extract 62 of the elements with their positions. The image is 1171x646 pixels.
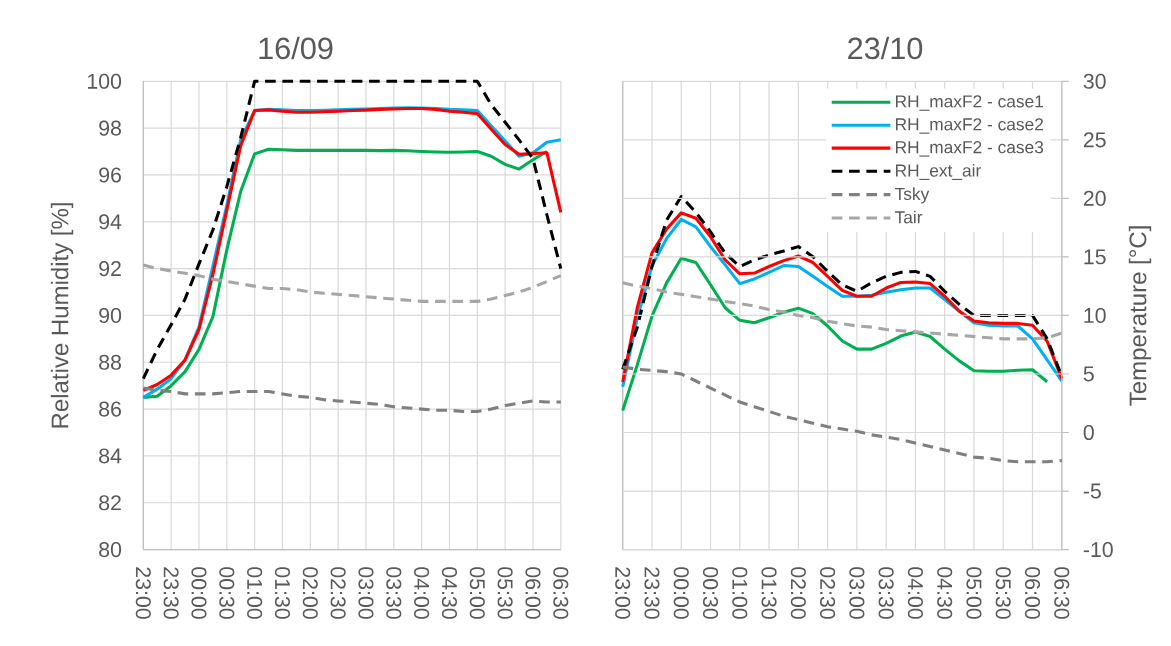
y-tick-label: 86	[99, 401, 121, 417]
y2-tick-label: 15	[1084, 249, 1106, 265]
x-tick-label: 03:30	[386, 567, 402, 619]
x-tick-label: 04:00	[414, 567, 430, 619]
x-tick-label: 01:00	[247, 567, 263, 619]
y-tick-label: 96	[99, 167, 121, 183]
chart-title: 23/10	[848, 36, 923, 60]
legend-label: RH_ext_air	[896, 163, 981, 180]
y-tick-label: 94	[99, 214, 122, 230]
x-tick-label: 23:00	[615, 567, 631, 619]
y-tick-label: 88	[99, 354, 121, 370]
y2-tick-label: 25	[1083, 132, 1106, 148]
x-tick-label: 05:00	[966, 567, 982, 619]
legend-label: RH_maxF2 - case3	[896, 141, 1044, 157]
x-tick-label: 02:30	[330, 567, 346, 619]
x-tick-label: 05:30	[995, 567, 1011, 619]
y2-tick-label: 0	[1083, 424, 1094, 441]
y2-tick-label: 20	[1083, 190, 1106, 206]
x-tick-label: 00:00	[673, 567, 689, 619]
y-tick-label: 100	[87, 73, 122, 89]
chart-title: 16/09	[259, 36, 333, 60]
y2-tick-label: 5	[1083, 366, 1094, 382]
x-tick-label: 01:00	[732, 567, 748, 619]
y-axis-title: Relative Humidity [%]	[50, 203, 74, 428]
x-tick-label: 04:30	[441, 567, 458, 619]
y-tick-label: 82	[99, 495, 121, 511]
x-tick-label: 03:30	[878, 567, 894, 619]
y-tick-label: 98	[99, 120, 121, 136]
y2-axis-title: Temperature [°C]	[1128, 226, 1152, 406]
x-tick-label: 23:30	[644, 567, 660, 619]
x-tick-label: 00:00	[191, 567, 207, 619]
x-tick-label: 03:00	[358, 567, 374, 619]
legend-label: Tsky	[894, 187, 930, 204]
legend-label: Tair	[894, 210, 923, 224]
x-tick-label: 01:30	[761, 567, 777, 619]
y2-tick-label: -10	[1083, 542, 1113, 558]
x-tick-label: 02:00	[302, 567, 318, 619]
x-tick-label: 05:30	[497, 567, 513, 619]
x-tick-label: 04:00	[907, 567, 923, 619]
x-tick-label: 06:30	[553, 567, 569, 619]
y-tick-label: 92	[99, 261, 121, 277]
y-tick-label: 90	[99, 307, 122, 323]
x-tick-label: 06:00	[525, 567, 541, 619]
x-tick-label: 05:00	[469, 567, 485, 619]
y2-tick-label: 30	[1083, 73, 1106, 89]
x-tick-label: 23:00	[135, 567, 151, 619]
x-tick-label: 06:00	[1024, 567, 1041, 619]
x-tick-label: 00:30	[219, 567, 235, 619]
x-tick-label: 01:30	[274, 567, 291, 619]
x-tick-label: 23:30	[163, 567, 179, 619]
x-tick-label: 04:30	[937, 567, 953, 619]
y2-tick-label: 10	[1084, 307, 1106, 323]
x-tick-label: 02:30	[820, 567, 836, 619]
legend-label: RH_maxF2 - case2	[896, 118, 1043, 134]
y-tick-label: 80	[99, 542, 122, 558]
x-tick-label: 02:00	[790, 567, 806, 619]
legend-label: RH_maxF2 - case1	[896, 95, 1044, 111]
x-tick-label: 00:30	[702, 567, 719, 619]
y-tick-label: 84	[99, 448, 122, 464]
x-tick-label: 03:00	[849, 567, 865, 619]
y2-tick-label: -5	[1083, 483, 1101, 499]
x-tick-label: 06:30	[1054, 567, 1070, 619]
